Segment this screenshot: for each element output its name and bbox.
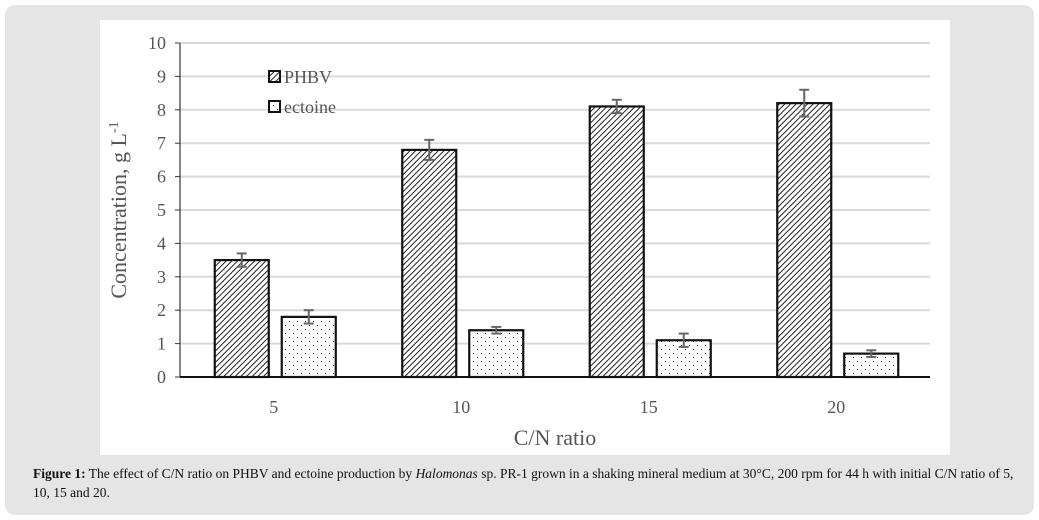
error-bar [678, 332, 689, 348]
error-bar [491, 325, 502, 335]
y-tick-label: 1 [157, 334, 166, 354]
bar-ectoine [280, 315, 337, 379]
bar-phbv [776, 102, 833, 379]
x-axis-label: C/N ratio [514, 425, 597, 450]
figure-caption: Figure 1: The effect of C/N ratio on PHB… [33, 464, 1018, 502]
legend-label-phbv: PHBV [284, 67, 332, 87]
y-tick-label: 6 [157, 167, 166, 187]
y-tick-label: 0 [157, 367, 166, 387]
y-tick-label: 3 [157, 267, 166, 287]
bar-phbv [401, 148, 458, 379]
x-tick-label: 10 [452, 397, 470, 417]
caption-label: Figure 1: [33, 466, 86, 481]
y-tick-label: 5 [157, 200, 166, 220]
error-bar [866, 349, 877, 358]
y-tick-label: 4 [157, 233, 166, 253]
error-bar [799, 88, 810, 118]
error-bar [611, 98, 622, 115]
y-tick-label: 2 [157, 300, 166, 320]
error-bar [424, 138, 435, 161]
error-bar [236, 252, 247, 268]
y-tick-label: 8 [157, 100, 166, 120]
caption-text: The effect of C/N ratio on PHBV and ecto… [85, 466, 416, 481]
legend-swatch-ectoine [268, 100, 281, 113]
bar-phbv [588, 105, 645, 379]
x-tick-label: 5 [269, 397, 278, 417]
bar-ectoine [468, 329, 525, 379]
x-tick-label: 20 [827, 397, 845, 417]
error-bar [303, 309, 314, 325]
y-axis-label-superscript: -1 [107, 121, 122, 133]
legend-swatch-phbv [268, 70, 281, 83]
y-tick-label: 10 [148, 33, 166, 53]
bar-phbv [213, 259, 270, 379]
caption-species: Halomonas [415, 466, 478, 481]
y-tick-label: 7 [157, 133, 166, 153]
legend-label-ectoine: ectoine [284, 97, 336, 117]
x-tick-label: 15 [640, 397, 658, 417]
y-tick-label: 9 [157, 66, 166, 86]
caption-text-end: sp. PR-1 grown in a shaking mineral medi… [33, 466, 1014, 500]
y-axis-label: Concentration, g L-1 [106, 121, 131, 298]
